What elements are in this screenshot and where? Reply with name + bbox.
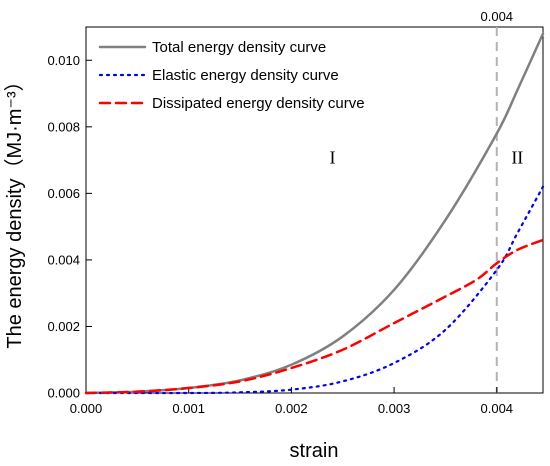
vline-layer: 0.004: [481, 9, 514, 393]
legend-label: Elastic energy density curve: [152, 67, 339, 84]
x-tick-label: 0.001: [172, 401, 205, 416]
legend-label: Total energy density curve: [152, 39, 326, 56]
y-tick-label: 0.004: [47, 252, 80, 267]
region-label: I: [329, 147, 335, 167]
dissipated-energy-line: [84, 238, 545, 395]
x-axis-ticks: 0.000 0.001 0.002 0.003 0.004: [70, 387, 513, 416]
x-axis-title: strain: [290, 440, 339, 462]
y-tick-label: 0.006: [47, 186, 80, 201]
region-label: II: [511, 147, 523, 167]
y-axis-title: The energy density（MJ·m⁻³）: [3, 71, 26, 348]
elastic-energy-line: [84, 185, 545, 395]
legend: Total energy density curve Elastic energy…: [98, 39, 365, 112]
strain-marker-label: 0.004: [481, 9, 514, 24]
series-layer: [84, 32, 545, 395]
y-tick-label: 0.008: [47, 119, 80, 134]
y-tick-label: 0.010: [47, 53, 80, 68]
y-tick-label: 0.002: [47, 319, 80, 334]
x-tick-label: 0.000: [70, 401, 103, 416]
total-energy-line: [84, 32, 545, 395]
legend-label: Dissipated energy density curve: [152, 95, 365, 112]
y-tick-label: 0.000: [47, 386, 80, 401]
y-axis-ticks: 0.000 0.002 0.004 0.006 0.008 0.010: [47, 53, 92, 401]
region-labels: I II: [329, 147, 523, 167]
x-tick-label: 0.002: [275, 401, 308, 416]
x-tick-label: 0.003: [378, 401, 411, 416]
plot-frame: [85, 26, 544, 394]
x-tick-label: 0.004: [481, 401, 514, 416]
